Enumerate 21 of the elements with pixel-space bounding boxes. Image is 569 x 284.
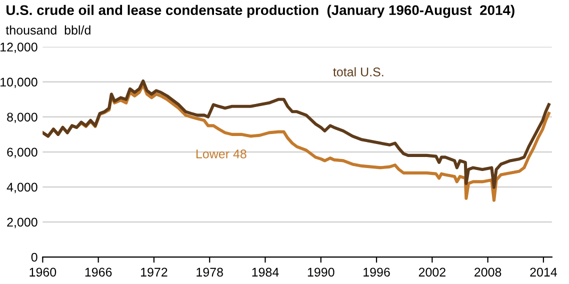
x-tick-label: 2014: [530, 268, 557, 277]
y-tick-label: 10,000: [0, 78, 38, 88]
y-tick-label: 12,000: [0, 42, 38, 53]
y-tick-label: 0: [31, 252, 38, 262]
x-tick-label: 2008: [474, 268, 502, 277]
x-tick-label: 2002: [418, 268, 446, 277]
chart-title: U.S. crude oil and lease condensate production (January 1960-August 2014): [6, 4, 514, 18]
x-tick-label: 1966: [85, 268, 112, 277]
y-axis-title: thousand bbl/d: [6, 25, 90, 35]
x-tick-label: 1984: [252, 268, 279, 277]
text: total U.S.: [333, 67, 384, 76]
x-tick-label: 1990: [308, 268, 334, 277]
y-tick-label: 4,000: [6, 182, 38, 194]
x-tick-label: 1996: [364, 268, 390, 277]
y-tick-label: 2,000: [7, 218, 38, 228]
x-tick-label: 1972: [141, 268, 168, 277]
series-label: Lower 48: [196, 150, 246, 158]
y-tick-label: 6,000: [7, 148, 38, 158]
y-tick-label: 8,000: [7, 112, 38, 124]
x-tick-label: 1978: [196, 268, 223, 277]
x-tick-label: 1960: [30, 268, 56, 277]
